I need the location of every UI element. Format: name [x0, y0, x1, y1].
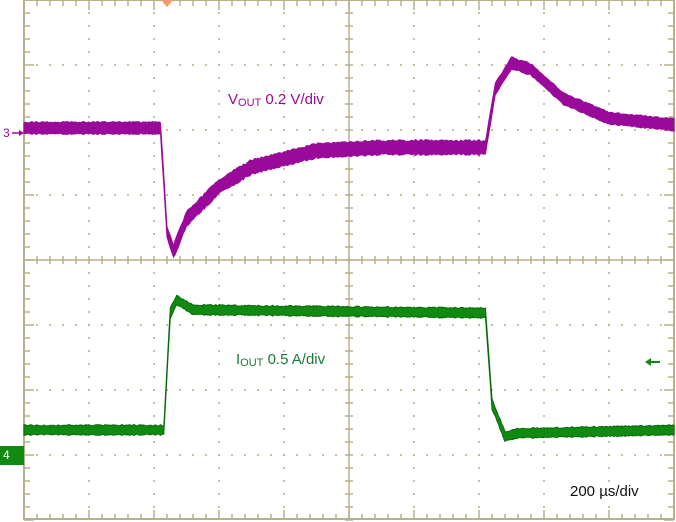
ch3-ground-arrow-icon: [12, 130, 24, 136]
trigger-position-marker-icon: [161, 0, 173, 7]
oscilloscope-display: [0, 0, 676, 522]
timebase-label: 200 µs/div: [570, 483, 639, 500]
graticule: [24, 0, 674, 520]
channel-3-marker: 3: [3, 126, 10, 140]
vout-scale-label: VOUT 0.2 V/div: [228, 91, 324, 108]
iout-scale-label: IOUT 0.5 A/div: [236, 351, 325, 368]
trigger-level-arrow-icon: [645, 358, 660, 366]
channel-4-marker: 4: [0, 446, 24, 465]
